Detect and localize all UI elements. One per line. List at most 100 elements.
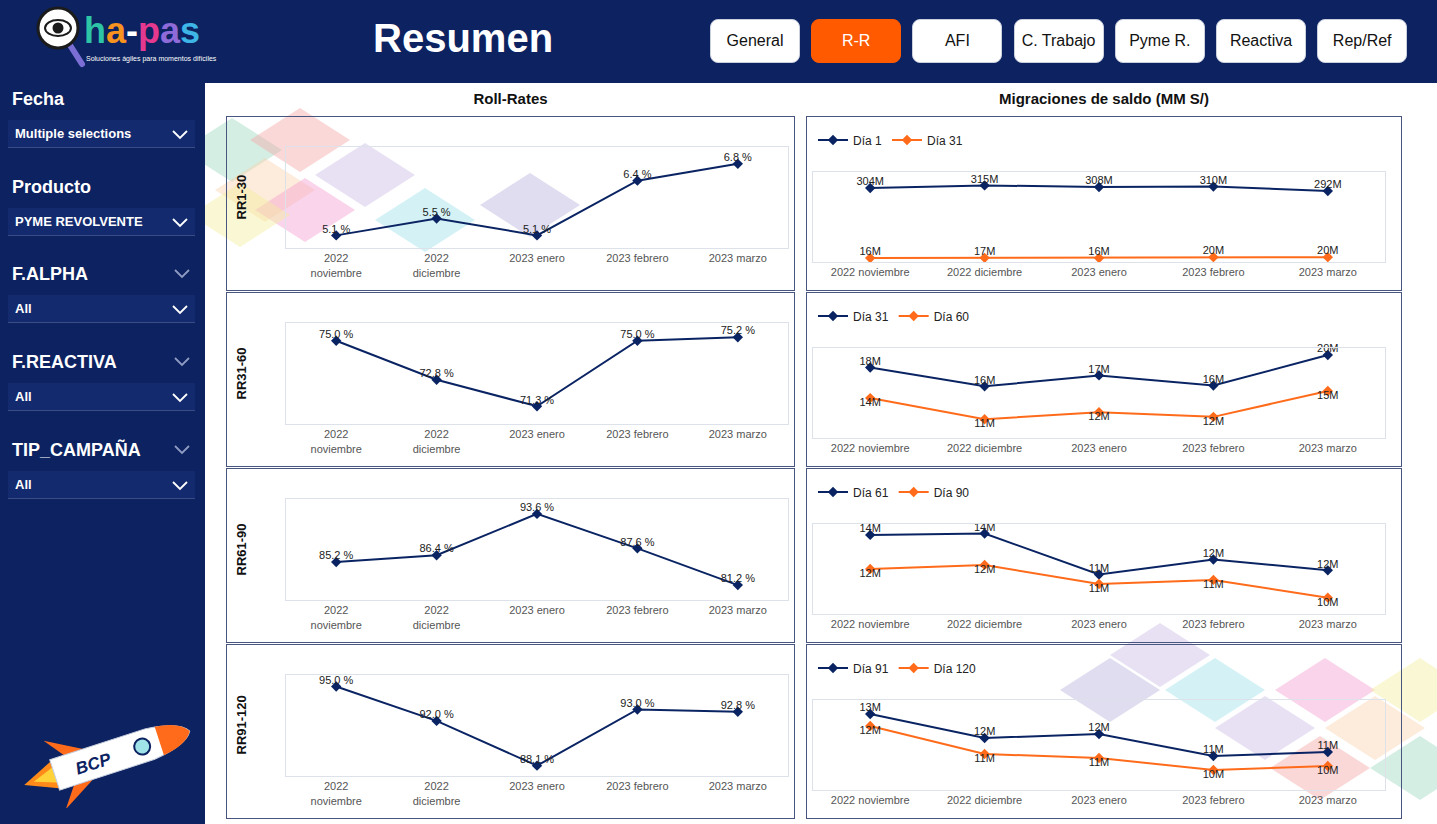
svg-text:85.2 %: 85.2 % <box>319 549 353 561</box>
svg-text:RR31-60: RR31-60 <box>234 347 249 399</box>
svg-text:2023 enero: 2023 enero <box>1071 442 1127 454</box>
svg-text:6.8 %: 6.8 % <box>724 151 752 163</box>
svg-text:75.2 %: 75.2 % <box>721 324 755 336</box>
svg-text:Día 91: Día 91 <box>853 662 889 676</box>
svg-text:2023 febrero: 2023 febrero <box>1182 794 1244 806</box>
svg-text:2022noviembre: 2022noviembre <box>311 604 362 630</box>
svg-text:2022 noviembre: 2022 noviembre <box>831 266 910 278</box>
svg-text:12M: 12M <box>859 724 880 736</box>
svg-text:16M: 16M <box>1203 373 1224 385</box>
svg-text:75.0 %: 75.0 % <box>319 328 353 340</box>
svg-text:16M: 16M <box>859 245 880 257</box>
svg-text:11M: 11M <box>974 752 995 764</box>
svg-text:2022noviembre: 2022noviembre <box>311 252 362 278</box>
svg-text:5.5 %: 5.5 % <box>423 206 451 218</box>
svg-text:13M: 13M <box>859 701 880 713</box>
svg-text:304M: 304M <box>856 175 884 187</box>
svg-text:2022 diciembre: 2022 diciembre <box>947 794 1022 806</box>
svg-text:11M: 11M <box>1089 756 1110 768</box>
svg-text:2022noviembre: 2022noviembre <box>311 428 362 454</box>
svg-text:16M: 16M <box>974 374 995 386</box>
svg-text:2023 marzo: 2023 marzo <box>709 428 767 440</box>
svg-text:2022 diciembre: 2022 diciembre <box>947 618 1022 630</box>
svg-text:2023 febrero: 2023 febrero <box>1182 442 1244 454</box>
svg-text:2023 enero: 2023 enero <box>509 428 565 440</box>
svg-text:308M: 308M <box>1085 174 1113 186</box>
svg-text:2023 febrero: 2023 febrero <box>606 780 668 792</box>
svg-text:Día 31: Día 31 <box>927 134 963 148</box>
svg-text:20M: 20M <box>1203 244 1224 256</box>
svg-text:95.0 %: 95.0 % <box>319 674 353 686</box>
svg-text:6.4 %: 6.4 % <box>623 168 651 180</box>
svg-text:20M: 20M <box>1317 244 1338 256</box>
svg-text:BCP: BCP <box>73 749 114 778</box>
svg-text:88.1 %: 88.1 % <box>520 753 554 765</box>
svg-text:2022 noviembre: 2022 noviembre <box>831 618 910 630</box>
svg-text:14M: 14M <box>859 396 880 408</box>
svg-text:Día 120: Día 120 <box>934 662 976 676</box>
svg-text:Día 60: Día 60 <box>934 310 970 324</box>
svg-text:2023 febrero: 2023 febrero <box>606 604 668 616</box>
svg-text:11M: 11M <box>1318 739 1339 751</box>
svg-text:Día 1: Día 1 <box>853 134 882 148</box>
svg-text:75.0 %: 75.0 % <box>620 328 654 340</box>
svg-text:14M: 14M <box>974 521 995 533</box>
svg-text:RR1-30: RR1-30 <box>234 175 249 220</box>
svg-text:93.6 %: 93.6 % <box>520 501 554 513</box>
svg-text:92.8 %: 92.8 % <box>721 699 755 711</box>
svg-text:5.1 %: 5.1 % <box>322 223 350 235</box>
svg-text:15M: 15M <box>1317 389 1338 401</box>
svg-text:12M: 12M <box>859 567 880 579</box>
svg-text:93.0 %: 93.0 % <box>620 697 654 709</box>
svg-text:2023 marzo: 2023 marzo <box>1299 442 1357 454</box>
svg-text:5.1 %: 5.1 % <box>523 223 551 235</box>
svg-text:12M: 12M <box>1088 721 1109 733</box>
svg-text:12M: 12M <box>1203 415 1224 427</box>
svg-text:2022 noviembre: 2022 noviembre <box>831 442 910 454</box>
svg-text:71.3 %: 71.3 % <box>520 394 554 406</box>
svg-text:2023 febrero: 2023 febrero <box>1182 266 1244 278</box>
svg-text:2023 marzo: 2023 marzo <box>1299 794 1357 806</box>
svg-text:11M: 11M <box>1089 582 1110 594</box>
svg-text:2022 diciembre: 2022 diciembre <box>947 442 1022 454</box>
svg-text:2023 marzo: 2023 marzo <box>709 780 767 792</box>
svg-text:11M: 11M <box>974 417 995 429</box>
svg-text:11M: 11M <box>1203 743 1224 755</box>
svg-text:17M: 17M <box>1088 363 1109 375</box>
svg-text:10M: 10M <box>1203 768 1224 780</box>
svg-text:10M: 10M <box>1317 764 1338 776</box>
svg-text:2023 febrero: 2023 febrero <box>606 252 668 264</box>
svg-text:2022diciembre: 2022diciembre <box>413 604 461 630</box>
svg-text:2023 enero: 2023 enero <box>509 252 565 264</box>
svg-text:92.0 %: 92.0 % <box>419 708 453 720</box>
svg-text:RR91-120: RR91-120 <box>234 695 249 754</box>
svg-text:2022 diciembre: 2022 diciembre <box>947 266 1022 278</box>
svg-text:12M: 12M <box>974 725 995 737</box>
svg-text:2022 noviembre: 2022 noviembre <box>831 794 910 806</box>
svg-text:2022diciembre: 2022diciembre <box>413 428 461 454</box>
svg-text:2023 marzo: 2023 marzo <box>709 604 767 616</box>
svg-text:87.6 %: 87.6 % <box>620 536 654 548</box>
svg-text:2023 marzo: 2023 marzo <box>1299 266 1357 278</box>
svg-text:Día 31: Día 31 <box>853 310 889 324</box>
svg-text:2023 febrero: 2023 febrero <box>606 428 668 440</box>
svg-text:16M: 16M <box>1088 245 1109 257</box>
svg-text:292M: 292M <box>1314 178 1342 190</box>
svg-text:RR61-90: RR61-90 <box>234 523 249 575</box>
svg-text:20M: 20M <box>1317 342 1338 354</box>
svg-text:12M: 12M <box>974 563 995 575</box>
svg-text:12M: 12M <box>1317 558 1338 570</box>
svg-text:11M: 11M <box>1203 578 1224 590</box>
svg-text:81.2 %: 81.2 % <box>721 572 755 584</box>
svg-text:10M: 10M <box>1317 596 1338 608</box>
svg-text:310M: 310M <box>1200 174 1228 186</box>
svg-text:2022diciembre: 2022diciembre <box>413 780 461 806</box>
svg-text:2023 enero: 2023 enero <box>1071 618 1127 630</box>
svg-text:2022diciembre: 2022diciembre <box>413 252 461 278</box>
svg-text:17M: 17M <box>974 245 995 257</box>
svg-text:2023 marzo: 2023 marzo <box>1299 618 1357 630</box>
svg-text:12M: 12M <box>1088 410 1109 422</box>
svg-text:2023 enero: 2023 enero <box>509 604 565 616</box>
svg-text:Día 61: Día 61 <box>853 486 889 500</box>
svg-text:Día 90: Día 90 <box>934 486 970 500</box>
